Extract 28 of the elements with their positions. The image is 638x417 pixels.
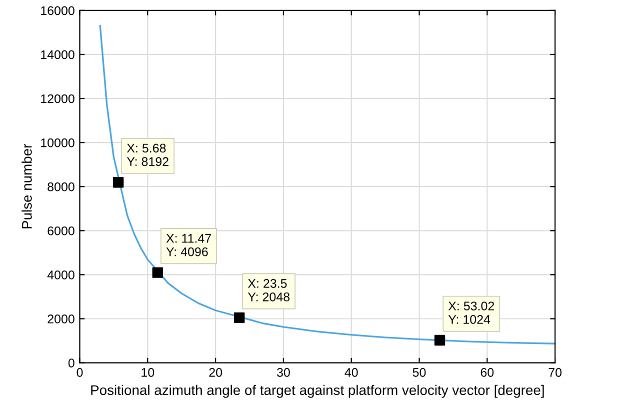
annotation: X: 23.5 Y: 2048 <box>248 279 290 302</box>
annotation: X: 5.68 Y: 8192 <box>126 144 168 166</box>
y-tick-label: 4000 <box>47 270 74 280</box>
point <box>152 267 163 278</box>
x-tick-label: 50 <box>412 368 426 377</box>
point <box>234 312 245 324</box>
x-tick-label: 10 <box>142 368 154 377</box>
y-tick-label: 6000 <box>48 226 74 236</box>
x-tick-label: 20 <box>209 368 222 377</box>
line-series <box>99 25 556 344</box>
y-tick-label: 12000 <box>41 94 74 104</box>
annotation: X: 11.47 Y: 4096 <box>166 234 211 256</box>
annotation: X: 53.02 Y: 1024 <box>448 302 494 324</box>
y-tick-label: 2000 <box>48 314 74 324</box>
y-tick-label: 8000 <box>48 182 74 192</box>
x-tick-label: 30 <box>276 368 290 377</box>
y-tick-label: 16000 <box>41 6 74 16</box>
x-tick-label: 60 <box>480 368 494 377</box>
y-tick-label: 10000 <box>41 138 74 148</box>
y-tick-label: 14000 <box>41 50 74 60</box>
y-tick-label: 0 <box>68 358 74 368</box>
point <box>434 334 446 346</box>
y-axis-title: Pulse number <box>22 144 32 228</box>
x-tick-label: 70 <box>548 368 562 377</box>
x-axis-title: Positional azimuth angle of target against platform velocity vector [degree] <box>91 384 544 398</box>
point <box>112 177 124 188</box>
x-tick-label: 40 <box>344 368 358 377</box>
x-tick-label: 0 <box>76 368 83 377</box>
